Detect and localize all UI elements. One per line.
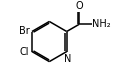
Text: O: O [76,1,84,11]
Text: NH₂: NH₂ [92,19,111,29]
Text: Cl: Cl [20,47,29,57]
Text: N: N [64,54,72,64]
Text: Br: Br [19,26,29,36]
